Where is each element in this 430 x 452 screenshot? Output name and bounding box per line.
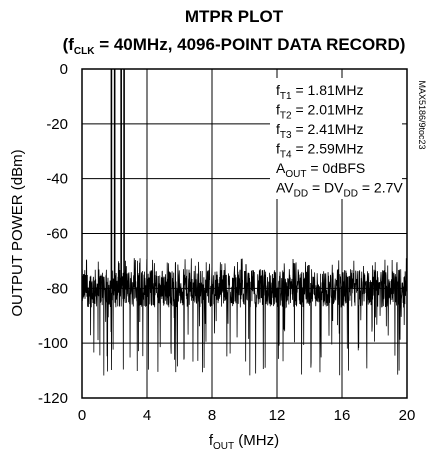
y-tick-label: 0 — [60, 61, 68, 78]
x-axis-label-main: f — [209, 432, 214, 449]
side-label: MAX5186/9toc23 — [417, 80, 427, 149]
chart-title-line1: MTPR PLOT — [185, 7, 284, 26]
x-axis-label-sub: OUT — [213, 441, 234, 452]
annotation-line: fT2 = 2.01MHz — [276, 102, 364, 122]
title-line2-sub: CLK — [74, 46, 95, 57]
x-axis-label-rest: (MHz) — [234, 432, 279, 449]
noise-floor-path — [81, 258, 408, 376]
x-tick-label: 12 — [269, 407, 286, 424]
y-axis-label: OUTPUT POWER (dBm) — [9, 149, 26, 316]
annotation-line: fT4 = 2.59MHz — [276, 141, 364, 161]
y-tick-label: -60 — [46, 226, 68, 243]
x-tick-label: 4 — [143, 407, 151, 424]
title-line2-rest: = 40MHz, 4096-POINT DATA RECORD) — [94, 35, 405, 54]
x-tick-label: 0 — [78, 407, 86, 424]
annotation-line: fT3 = 2.41MHz — [276, 121, 364, 141]
tick-labels: 0 4 8 12 16 20 0 -20 -40 -60 -80 -100 -120 — [38, 61, 415, 424]
annotation-line: AVDD = DVDD = 2.7V — [276, 180, 403, 200]
y-tick-label: -80 — [46, 280, 68, 297]
y-tick-label: -40 — [46, 171, 68, 188]
annotation-box — [270, 78, 402, 199]
y-tick-label: -100 — [38, 335, 68, 352]
x-tick-label: 20 — [399, 407, 416, 424]
spectrum-trace — [81, 69, 408, 376]
annotation-line: AOUT = 0dBFS — [276, 160, 365, 180]
title-line2-open: (f — [63, 35, 75, 54]
x-axis-label: fOUT (MHz) — [209, 432, 279, 452]
x-tick-label: 8 — [208, 407, 216, 424]
y-tick-label: -120 — [38, 390, 68, 407]
chart-title-line2: (fCLK = 40MHz, 4096-POINT DATA RECORD) — [63, 35, 406, 57]
annotation-line: fT1 = 1.81MHz — [276, 82, 364, 102]
y-tick-label: -20 — [46, 116, 68, 133]
x-tick-label: 16 — [334, 407, 351, 424]
